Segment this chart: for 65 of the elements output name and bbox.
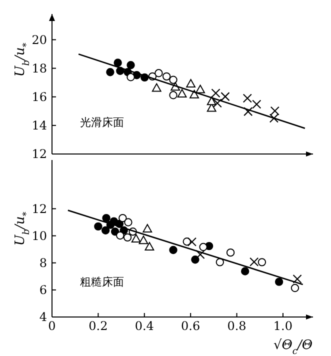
point (144, 242, 154, 251)
point (118, 214, 127, 222)
y-tick-label: 14 (32, 118, 48, 133)
point (138, 236, 148, 244)
point (269, 114, 279, 123)
y-tick-label: 8 (39, 256, 47, 270)
point (190, 90, 199, 98)
point (102, 214, 110, 222)
point (114, 58, 122, 67)
point (258, 258, 266, 266)
y-tick-label: 16 (32, 90, 47, 104)
point (101, 226, 110, 234)
x-tick-label: 1.0 (273, 319, 293, 333)
point (124, 218, 132, 226)
point (196, 250, 205, 260)
point (142, 224, 152, 233)
point (212, 98, 222, 108)
point (126, 61, 135, 70)
point (169, 76, 178, 84)
annotation: 光滑床面 (80, 116, 124, 129)
x-axis-title: √Θ$_{c}$/Θ (273, 338, 313, 356)
x-tick-label: 0 (48, 319, 56, 333)
point (162, 72, 171, 81)
point (191, 256, 200, 264)
x-tick-label: 0.4 (134, 319, 154, 333)
point (94, 222, 102, 231)
point (226, 248, 235, 257)
point (131, 234, 141, 243)
point (123, 233, 132, 242)
point (206, 96, 216, 106)
point (216, 258, 224, 266)
point (199, 242, 208, 252)
point (169, 91, 178, 100)
point (177, 89, 187, 98)
x-tick-label: 0.6 (181, 319, 200, 333)
point (196, 84, 205, 94)
x-tick-label: 0.2 (88, 319, 108, 333)
point (244, 107, 253, 116)
annotation: 粗糙床面 (80, 276, 124, 289)
point (154, 69, 163, 78)
point (220, 92, 230, 102)
point (270, 106, 280, 116)
point (292, 274, 302, 284)
point (186, 79, 196, 88)
x-tick-label: 0.8 (227, 319, 246, 333)
point (187, 237, 197, 246)
point (242, 94, 252, 103)
y-tick-label: 12 (32, 202, 47, 216)
point (274, 278, 284, 286)
y-tick-label: 18 (32, 61, 47, 76)
point (250, 257, 259, 266)
point (240, 267, 250, 276)
point (152, 83, 162, 92)
point (126, 73, 135, 82)
y-tick-label: 10 (32, 228, 47, 243)
y-tick-label: 6 (39, 283, 47, 298)
y-tick-label: 20 (32, 32, 47, 47)
point (116, 231, 124, 240)
point (169, 246, 178, 254)
point (106, 68, 114, 76)
y-tick-label: 4 (39, 310, 48, 324)
point (252, 100, 262, 109)
point (211, 88, 220, 98)
point (290, 284, 300, 292)
y-tick-label: 12 (32, 147, 47, 162)
